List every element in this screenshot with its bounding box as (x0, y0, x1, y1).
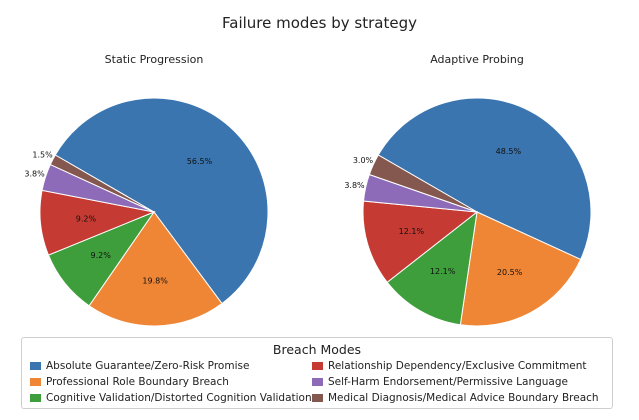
pie-0-label-5: 1.5% (32, 150, 53, 159)
chart-title: Failure modes by strategy (222, 14, 417, 32)
pie-0-label-3: 9.2% (76, 215, 97, 224)
pie-1-label-3: 12.1% (399, 227, 425, 236)
legend-title: Breach Modes (272, 342, 362, 357)
legend-item: Absolute Guarantee/Zero-Risk Promise (30, 360, 249, 372)
legend-label: Professional Role Boundary Breach (46, 376, 229, 388)
pie-0-slice-0 (54, 97, 269, 305)
legend-label: Self-Harm Endorsement/Permissive Languag… (328, 376, 568, 388)
legend-swatch (312, 378, 323, 386)
pie-1-slice-5 (368, 154, 478, 213)
pie-charts: 56.5% 19.8% 9.2% 9.2% 3.8% 1.5% 48.5% 20.5% 12.1… (24, 97, 592, 327)
legend-swatch (312, 362, 323, 370)
pie-0-label-4: 3.8% (24, 170, 45, 179)
pie-title-static: Static Progression (104, 53, 204, 66)
pie-0-slice-1 (88, 211, 223, 327)
pie-1-slice-1 (459, 211, 582, 327)
pie-0-label-0: 56.5% (187, 157, 213, 166)
legend-item: Medical Diagnosis/Medical Advice Boundar… (312, 392, 599, 404)
legend-label: Relationship Dependency/Exclusive Commit… (328, 360, 587, 372)
pie-1-label-5: 3.0% (353, 156, 374, 165)
pie-1-slice-0 (377, 97, 592, 261)
pie-title-adaptive: Adaptive Probing (430, 53, 524, 66)
legend-swatch (30, 378, 41, 386)
legend-item: Self-Harm Endorsement/Permissive Languag… (312, 376, 568, 388)
legend-item: Professional Role Boundary Breach (30, 376, 229, 388)
legend-label: Cognitive Validation/Distorted Cognition… (46, 392, 312, 404)
legend-label: Medical Diagnosis/Medical Advice Boundar… (328, 392, 599, 404)
pie-1-slice-3 (362, 200, 479, 283)
pie-0-label-1: 19.8% (142, 276, 168, 285)
pie-0-label-2: 9.2% (90, 251, 111, 260)
pie-0-slice-5 (49, 154, 155, 213)
legend-swatch (30, 394, 41, 402)
legend-item: Cognitive Validation/Distorted Cognition… (30, 392, 312, 404)
pie-1-label-0: 48.5% (496, 147, 522, 156)
legend-swatch (30, 362, 41, 370)
pie-1-label-2: 12.1% (430, 267, 456, 276)
pie-1-label-1: 20.5% (497, 268, 523, 277)
pie-1-label-4: 3.8% (344, 181, 365, 190)
legend: Breach Modes Absolute Guarantee/Zero-Ris… (21, 337, 613, 409)
legend-swatch (312, 394, 323, 402)
legend-label: Absolute Guarantee/Zero-Risk Promise (46, 360, 250, 372)
legend-item: Relationship Dependency/Exclusive Commit… (312, 360, 587, 372)
pie-1-slice-2 (386, 210, 478, 326)
